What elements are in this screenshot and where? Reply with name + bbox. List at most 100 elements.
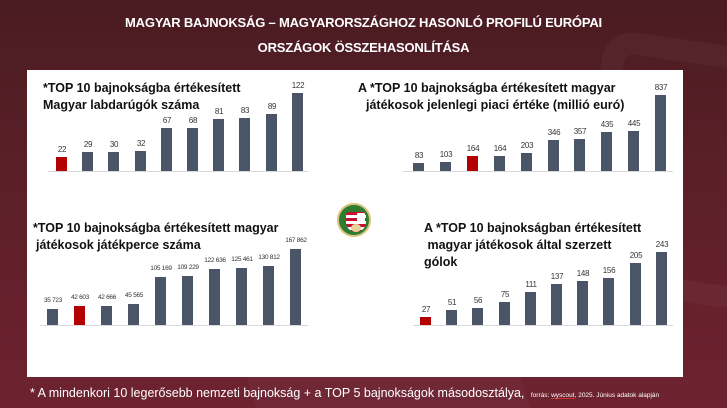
bar — [630, 263, 641, 325]
chart-title: A *TOP 10 bajnokságban értékesített magy… — [424, 220, 641, 271]
data-label: 164 — [466, 144, 480, 153]
chart-title-line1: *TOP 10 bajnokságba értékesített — [43, 81, 241, 95]
x-axis-line — [40, 325, 308, 326]
bar — [187, 128, 198, 171]
data-label: 42 603 — [70, 294, 90, 301]
data-label: 42 666 — [97, 294, 117, 301]
bar — [155, 277, 166, 325]
data-label: 32 — [136, 139, 146, 148]
bar — [574, 139, 585, 171]
data-label: 109 229 — [177, 264, 199, 271]
data-label: 67 — [162, 116, 172, 125]
chart-title-line2: játékosok jelenlegi piaci értéke (millió… — [366, 98, 625, 112]
data-label: 68 — [188, 116, 198, 125]
data-label: 105 169 — [150, 265, 172, 272]
data-label: 83 — [414, 151, 424, 160]
bar — [656, 252, 667, 325]
data-label: 75 — [500, 290, 510, 299]
bar — [263, 266, 274, 325]
chart-title-line3: gólok — [424, 255, 458, 269]
bar — [601, 132, 612, 171]
chart-title: *TOP 10 bajnokságba értékesített Magyar … — [43, 80, 241, 114]
page-title-line2: ORSZÁGOK ÖSSZEHASONLÍTÁSA — [257, 40, 470, 55]
x-axis-line — [413, 325, 673, 326]
bar — [440, 162, 451, 171]
data-label: 167 862 — [285, 237, 307, 244]
bar — [236, 268, 247, 325]
data-label: 56 — [473, 296, 483, 305]
bar — [499, 302, 510, 325]
data-label: 111 — [525, 280, 537, 289]
source-prefix: forrás: — [530, 392, 550, 399]
data-label: 81 — [214, 107, 224, 116]
x-axis-line — [403, 171, 673, 172]
bar — [420, 317, 431, 325]
chart-title-line1: A *TOP 10 bajnokságba értékesített magya… — [358, 81, 616, 95]
data-label: 22 — [57, 145, 67, 154]
bar — [472, 308, 483, 325]
bar — [446, 310, 457, 325]
data-label: 103 — [439, 150, 453, 159]
chart-title: A *TOP 10 bajnokságba értékesített magya… — [358, 80, 624, 114]
chart-title-line2: játékosok játékperce száma — [36, 238, 201, 252]
x-axis-line — [48, 171, 308, 172]
bar — [161, 128, 172, 171]
chart-title-line2: Magyar labdarúgók száma — [43, 98, 200, 112]
bar — [494, 156, 505, 171]
data-label: 346 — [547, 128, 561, 137]
bar — [128, 304, 139, 325]
footer-source: forrás: wyscout, 2025. Június adatok ala… — [531, 392, 659, 399]
bar — [413, 163, 424, 171]
data-label: 29 — [83, 140, 93, 149]
bar — [209, 269, 220, 325]
data-label: 357 — [573, 127, 587, 136]
bar — [213, 119, 224, 171]
data-label: 125 461 — [231, 256, 253, 263]
chart-title-line2: magyar játékosok által szerzett — [424, 238, 612, 252]
data-label: 51 — [447, 298, 457, 307]
bar — [266, 114, 277, 171]
page-title: MAGYAR BAJNOKSÁG – MAGYARORSZÁGHOZ HASON… — [0, 10, 727, 60]
data-label: 122 — [291, 81, 305, 90]
data-label: 30 — [109, 140, 119, 149]
bar — [239, 118, 250, 171]
data-label: 445 — [627, 119, 641, 128]
data-label: 89 — [267, 102, 277, 111]
data-label: 203 — [520, 141, 534, 150]
data-label: 35 723 — [43, 297, 63, 304]
bar — [551, 284, 562, 325]
bar — [47, 309, 58, 325]
data-label: 837 — [654, 83, 668, 92]
data-label: 205 — [629, 251, 643, 260]
bar — [525, 292, 536, 325]
chart-title-line1: *TOP 10 bajnokságba értékesített magyar — [33, 221, 279, 235]
bar — [467, 156, 478, 171]
bar — [182, 276, 193, 325]
chart-title: *TOP 10 bajnokságba értékesített magyar … — [33, 220, 278, 254]
bar — [521, 153, 532, 171]
federation-logo-icon — [337, 203, 371, 237]
bar — [577, 281, 588, 325]
bar — [108, 152, 119, 171]
footer-note: * A mindenkori 10 legerősebb nemzeti baj… — [30, 384, 659, 402]
data-label: 83 — [240, 106, 250, 115]
data-label: 435 — [600, 120, 614, 129]
data-label: 45 565 — [124, 292, 144, 299]
data-label: 148 — [576, 269, 590, 278]
bar — [292, 93, 303, 171]
cross-icon — [357, 213, 365, 224]
footer-note-text: * A mindenkori 10 legerősebb nemzeti baj… — [30, 386, 525, 400]
bar — [56, 157, 67, 171]
bar — [74, 306, 85, 325]
data-label: 122 636 — [204, 257, 226, 264]
bar — [603, 278, 614, 325]
data-label: 156 — [602, 266, 616, 275]
source-name: wyscout — [551, 392, 575, 399]
data-label: 243 — [655, 240, 669, 249]
data-label: 164 — [493, 144, 507, 153]
bar — [548, 140, 559, 171]
bar — [82, 152, 93, 171]
bar — [290, 249, 301, 325]
source-suffix: , 2025. Június adatok alapján — [574, 392, 660, 399]
chart-title-line1: A *TOP 10 bajnokságban értékesített — [424, 221, 642, 235]
